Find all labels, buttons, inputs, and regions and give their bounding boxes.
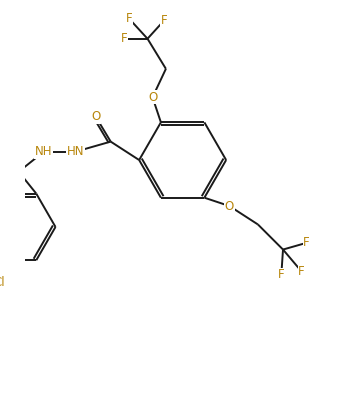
Text: F: F bbox=[121, 32, 127, 45]
Text: O: O bbox=[91, 110, 100, 123]
Text: O: O bbox=[225, 200, 234, 212]
Text: F: F bbox=[278, 268, 285, 281]
Text: F: F bbox=[161, 14, 168, 27]
Text: HN: HN bbox=[67, 145, 84, 158]
Text: Cl: Cl bbox=[0, 276, 5, 289]
Text: F: F bbox=[298, 265, 305, 278]
Text: F: F bbox=[126, 12, 132, 25]
Text: F: F bbox=[303, 236, 310, 249]
Text: NH: NH bbox=[35, 145, 53, 158]
Text: O: O bbox=[148, 91, 157, 104]
